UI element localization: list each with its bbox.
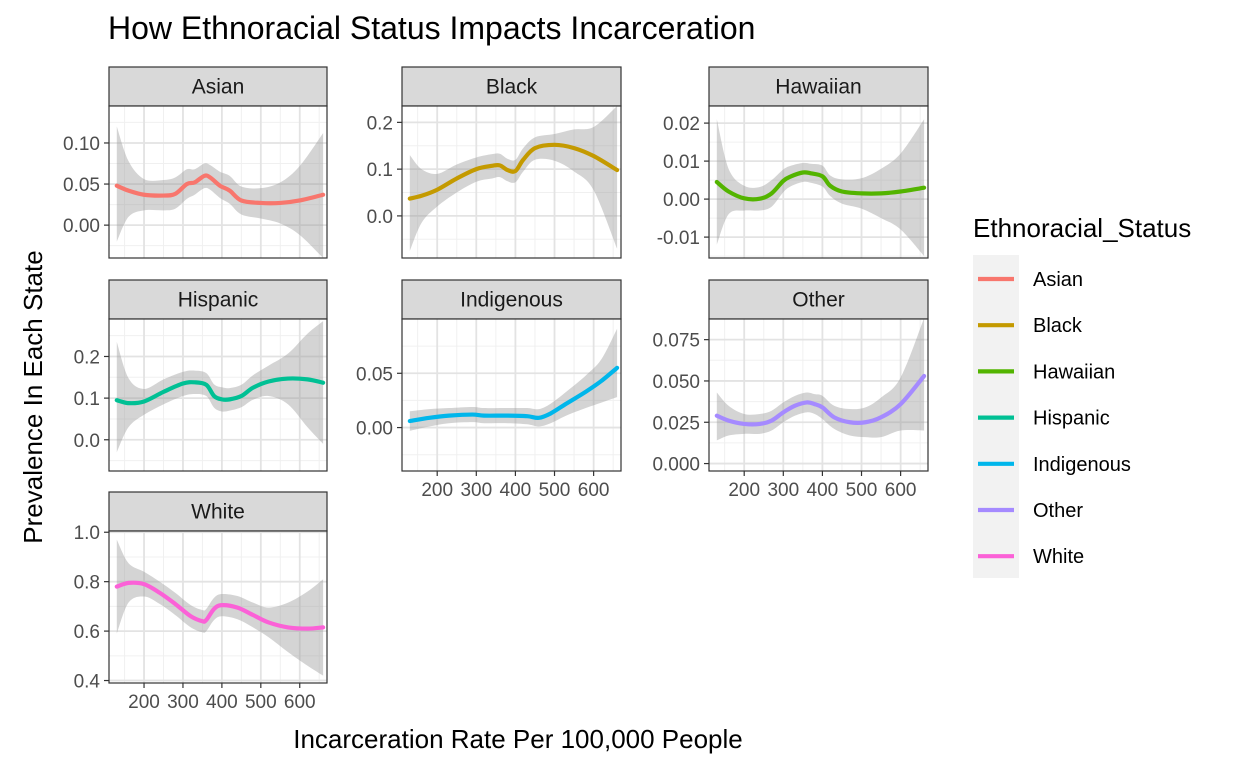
series-line-black [407, 142, 620, 201]
y-tick-label: 0.000 [652, 455, 700, 476]
series-line-indigenous [407, 365, 620, 424]
y-tick-label: 0.050 [652, 372, 700, 393]
legend-label-hispanic: Hispanic [1033, 408, 1110, 430]
x-tick-label: 200 [421, 480, 453, 501]
confidence-band-asian [116, 126, 324, 258]
x-tick-label: 600 [578, 480, 610, 501]
y-tick-label: 0.075 [652, 331, 700, 352]
x-tick-label: 200 [128, 692, 160, 713]
panel-hispanic: Hispanic 0.0 0.1 0.2 [74, 279, 328, 472]
facet-panels: Asian 0.00 0.05 0.10 Black 0.0 0.1 0.2 Hawaiian -… [63, 66, 929, 713]
facet-label-hawaiian: Hawaiian [775, 76, 861, 99]
x-tick-label: 400 [807, 480, 839, 501]
panel-border-white [108, 530, 328, 684]
legend: Ethnoracial_Status Asian Black Hawaiian His… [973, 213, 1191, 578]
panel-black: Black 0.0 0.1 0.2 [367, 66, 622, 259]
y-tick-label: 0.10 [63, 134, 100, 155]
facet-label-asian: Asian [192, 76, 245, 99]
legend-label-black: Black [1033, 315, 1083, 337]
plot-area-black [402, 106, 621, 258]
legend-label-asian: Asian [1033, 269, 1083, 291]
y-tick-label: 0.2 [74, 347, 100, 368]
y-tick-label: 0.6 [74, 622, 100, 643]
y-tick-label: 0.1 [367, 160, 393, 181]
legend-title: Ethnoracial_Status [973, 213, 1191, 243]
y-tick-label: 0.02 [663, 114, 700, 135]
panel-border-hispanic [108, 318, 328, 472]
x-tick-label: 500 [245, 692, 277, 713]
series-line-hispanic [114, 376, 326, 406]
confidence-band-hawaiian [716, 119, 925, 257]
y-tick-label: 0.00 [663, 190, 700, 211]
facet-strip-hawaiian [708, 66, 929, 107]
panel-border-indigenous [401, 318, 622, 472]
facet-strip-indigenous [401, 279, 622, 320]
chart-title: How Ethnoracial Status Impacts Incarcera… [108, 10, 755, 46]
confidence-band-other [716, 318, 925, 441]
x-tick-label: 300 [460, 480, 492, 501]
legend-label-white: White [1033, 546, 1084, 568]
legend-label-hawaiian: Hawaiian [1033, 361, 1115, 383]
panel-hawaiian: Hawaiian -0.01 0.00 0.01 0.02 [657, 66, 929, 259]
series-line-asian [114, 173, 326, 206]
y-tick-label: 0.05 [63, 175, 100, 196]
y-tick-label: 0.01 [663, 152, 700, 173]
panel-other: Other 0.000 0.025 0.050 0.075 200 300 400 500 600 [652, 279, 929, 501]
y-tick-label: 1.0 [74, 523, 100, 544]
confidence-band-hispanic [116, 321, 324, 453]
facet-label-other: Other [792, 289, 845, 312]
legend-label-indigenous: Indigenous [1033, 454, 1131, 476]
x-tick-label: 600 [284, 692, 316, 713]
panel-indigenous: Indigenous 0.00 0.05 200 300 400 500 600 [356, 279, 622, 501]
y-tick-label: -0.01 [657, 228, 700, 249]
x-tick-label: 500 [539, 480, 571, 501]
panel-white: White 0.4 0.6 0.8 1.0 200 300 400 500 600 [74, 491, 328, 713]
y-tick-label: 0.1 [74, 389, 100, 410]
facet-strip-hispanic [108, 279, 328, 320]
x-tick-label: 300 [767, 480, 799, 501]
panel-border-asian [108, 105, 328, 259]
panel-border-hawaiian [708, 105, 929, 259]
series-line-white [114, 580, 326, 631]
x-tick-label: 500 [846, 480, 878, 501]
y-tick-label: 0.0 [74, 431, 100, 452]
facet-strip-white [108, 491, 328, 532]
facet-label-hispanic: Hispanic [178, 289, 259, 312]
panel-asian: Asian 0.00 0.05 0.10 [63, 66, 328, 259]
facet-label-white: White [191, 501, 245, 524]
legend-label-other: Other [1033, 500, 1083, 522]
y-tick-label: 0.2 [367, 113, 393, 134]
confidence-band-black [409, 106, 618, 251]
x-tick-label: 600 [885, 480, 917, 501]
series-line-hawaiian [714, 170, 927, 202]
x-tick-label: 400 [500, 480, 532, 501]
x-tick-label: 400 [206, 692, 238, 713]
y-tick-label: 0.8 [74, 573, 100, 594]
plot-area-other [709, 319, 928, 471]
facet-label-black: Black [486, 76, 538, 99]
facet-label-indigenous: Indigenous [460, 289, 563, 312]
y-axis-title: Prevalence In Each State [18, 250, 48, 543]
panel-border-black [401, 105, 622, 259]
plot-area-hispanic [109, 319, 327, 471]
y-tick-label: 0.00 [63, 216, 100, 237]
y-tick-label: 0.05 [356, 364, 393, 385]
x-axis-title: Incarceration Rate Per 100,000 People [293, 724, 743, 754]
panel-border-other [708, 318, 929, 472]
y-tick-label: 0.4 [74, 672, 101, 693]
y-tick-label: 0.0 [367, 207, 393, 228]
x-tick-label: 300 [167, 692, 199, 713]
facet-strip-black [401, 66, 622, 107]
y-tick-label: 0.025 [652, 413, 700, 434]
facet-strip-asian [108, 66, 328, 107]
x-tick-label: 200 [728, 480, 760, 501]
y-tick-label: 0.00 [356, 419, 393, 440]
series-line-other [714, 373, 927, 427]
plot-area-hawaiian [709, 106, 928, 258]
